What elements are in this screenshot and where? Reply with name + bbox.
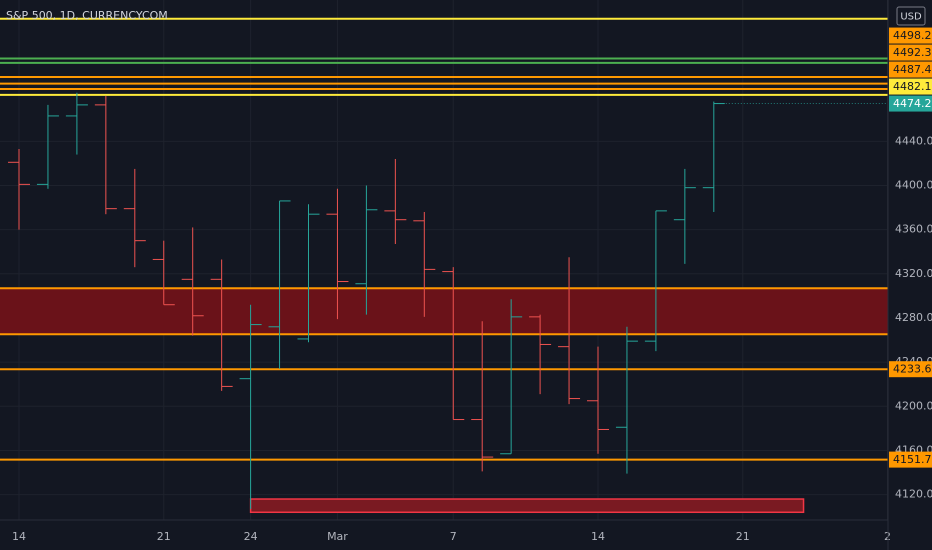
- x-tick-label: 21: [736, 530, 750, 543]
- y-tick-label: 4280.0: [895, 311, 932, 324]
- price-label: 4233.6: [893, 363, 932, 376]
- y-tick-label: 4440.0: [895, 134, 932, 147]
- currency-label[interactable]: USD: [900, 12, 922, 23]
- price-label-bg: [889, 95, 932, 112]
- x-tick-label: 14: [591, 530, 605, 543]
- zone: [0, 288, 888, 335]
- price-label-bg: [889, 27, 932, 44]
- price-label-bg: [889, 451, 932, 468]
- y-tick-label: 4360.0: [895, 223, 932, 236]
- x-tick-label: 7: [450, 530, 457, 543]
- price-label-bg: [889, 61, 932, 78]
- price-label-bg: [889, 361, 932, 378]
- y-tick-label: 4200.0: [895, 399, 932, 412]
- box: [249, 498, 805, 514]
- price-label: 4487.4: [893, 63, 932, 76]
- y-tick-label: 4120.0: [895, 488, 932, 501]
- y-tick-label: 4320.0: [895, 267, 932, 280]
- price-label: 4151.7: [893, 453, 932, 466]
- price-label-bg: [889, 44, 932, 61]
- price-label-bg: [889, 78, 932, 95]
- price-label: 4492.3: [893, 46, 932, 59]
- chart-title: S&P 500, 1D, CURRENCYCOM: [6, 9, 168, 22]
- currency-badge[interactable]: [896, 6, 926, 26]
- price-label: 4474.2: [893, 97, 932, 110]
- price-label: 4498.2: [893, 29, 932, 42]
- price-label: 4482.1: [893, 80, 932, 93]
- x-tick-label: 21: [157, 530, 171, 543]
- y-tick-label: 4400.0: [895, 178, 932, 191]
- x-tick-label: 24: [244, 530, 258, 543]
- x-tick-label: 14: [12, 530, 26, 543]
- x-tick-label: Mar: [327, 530, 348, 543]
